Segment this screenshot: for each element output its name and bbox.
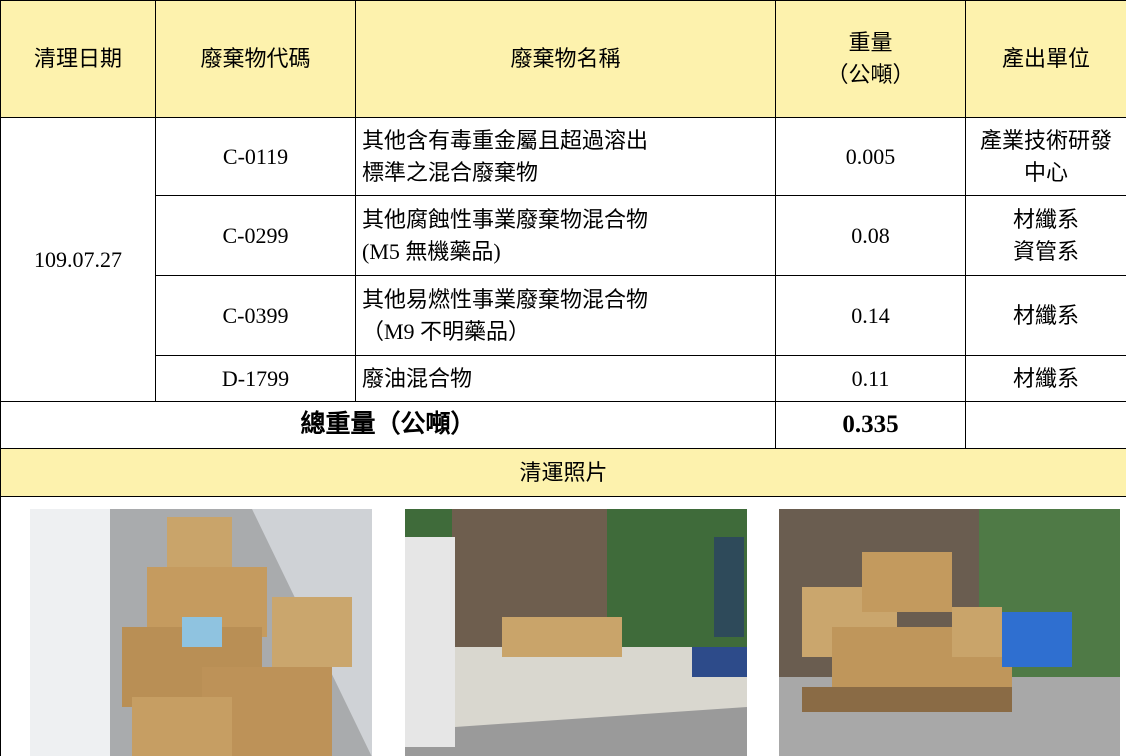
header-cell: 廢棄物代碼	[155, 0, 356, 118]
code-cell: C-0399	[155, 275, 356, 356]
unit-cell: 材纖系	[965, 275, 1126, 356]
data-row: C-0399 其他易燃性事業廢棄物混合物 （M9 不明藥品） 0.14 材纖系	[1, 275, 1126, 356]
data-row: C-0299 其他腐蝕性事業廢棄物混合物 (M5 無機藥品) 0.08 材纖系 資管系	[1, 195, 1126, 276]
date-cell: 109.07.27	[0, 117, 156, 402]
header-cell: 產出單位	[965, 0, 1126, 118]
header-cell: 廢棄物名稱	[355, 0, 776, 118]
name-cell: 廢油混合物	[355, 355, 776, 402]
weight-cell: 0.14	[775, 275, 966, 356]
unit-cell: 材纖系 資管系	[965, 195, 1126, 276]
header-row: 清理日期 廢棄物代碼 廢棄物名稱 重量 （公噸） 產出單位	[0, 0, 1126, 118]
unit-cell: 產業技術研發 中心	[965, 117, 1126, 196]
header-cell: 清理日期	[0, 0, 156, 118]
name-cell: 其他腐蝕性事業廢棄物混合物 (M5 無機藥品)	[355, 195, 776, 276]
photos-title-row: 清運照片	[0, 448, 1126, 497]
weight-cell: 0.08	[775, 195, 966, 276]
name-cell: 其他易燃性事業廢棄物混合物 （M9 不明藥品）	[355, 275, 776, 356]
code-cell: C-0119	[155, 117, 356, 196]
header-cell: 重量 （公噸）	[775, 0, 966, 118]
total-row: 總重量（公噸） 0.335	[0, 401, 1126, 449]
name-cell: 其他含有毒重金屬且超過溶出 標準之混合廢棄物	[355, 117, 776, 196]
photo-1	[29, 509, 372, 756]
code-cell: D-1799	[155, 355, 356, 402]
data-row: D-1799 廢油混合物 0.11 材纖系	[1, 355, 1126, 402]
empty-cell	[965, 401, 1126, 449]
photos-cell	[0, 496, 1126, 756]
unit-cell: 材纖系	[965, 355, 1126, 402]
weight-cell: 0.005	[775, 117, 966, 196]
code-cell: C-0299	[155, 195, 356, 276]
photos-title: 清運照片	[0, 448, 1126, 497]
data-row: 109.07.27 C-0119 其他含有毒重金屬且超過溶出 標準之混合廢棄物 0.0…	[0, 117, 1126, 402]
weight-cell: 0.11	[775, 355, 966, 402]
total-value: 0.335	[775, 401, 966, 449]
photos	[29, 509, 1120, 756]
photo-2	[404, 509, 747, 756]
total-label: 總重量（公噸）	[0, 401, 776, 449]
photo-3	[778, 509, 1120, 756]
photos-row	[0, 496, 1126, 756]
